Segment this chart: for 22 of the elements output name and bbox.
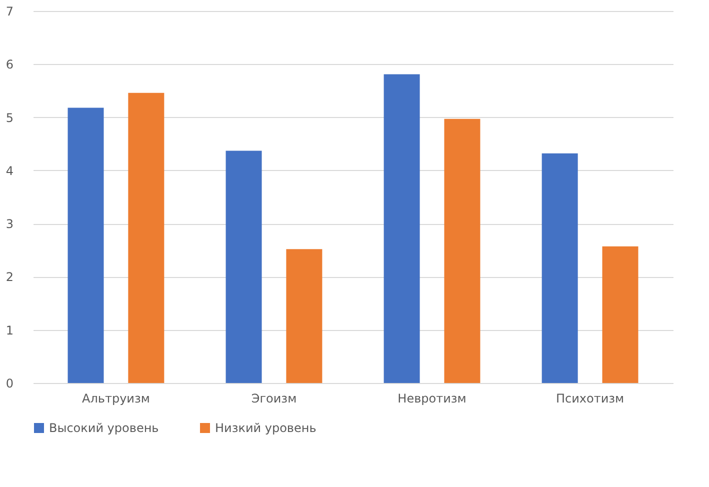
bar	[128, 92, 164, 383]
x-tick-label: Эгоизм	[251, 392, 297, 406]
bar	[286, 249, 322, 383]
y-tick-label: 7	[6, 4, 14, 18]
bar	[602, 246, 638, 383]
bar	[444, 118, 480, 383]
legend-label: Высокий уровень	[49, 421, 159, 435]
x-tick-label: Невротизм	[398, 392, 466, 406]
legend-label: Низкий уровень	[215, 421, 316, 435]
y-tick-label: 6	[6, 58, 14, 72]
y-tick-label: 4	[6, 164, 14, 178]
x-tick-label: Альтруизм	[82, 392, 150, 406]
bar	[68, 108, 104, 383]
bar	[384, 74, 420, 383]
y-tick-label: 5	[6, 110, 14, 125]
y-tick-label: 2	[6, 270, 14, 284]
y-tick-label: 0	[6, 376, 14, 390]
y-tick-label: 3	[6, 217, 14, 232]
x-tick-label: Психотизм	[556, 392, 624, 406]
y-tick-label: 1	[6, 323, 14, 338]
bar	[226, 150, 262, 383]
bar	[542, 153, 578, 383]
